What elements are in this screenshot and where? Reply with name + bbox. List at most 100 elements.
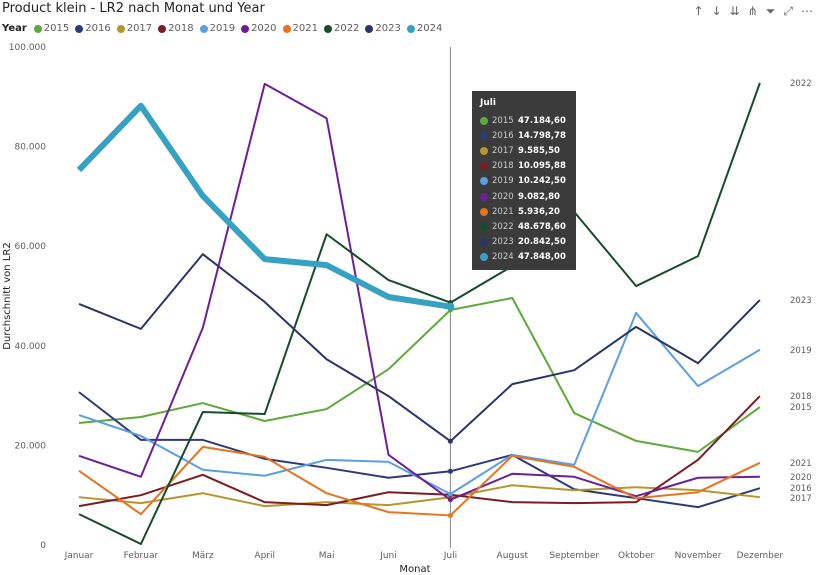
legend-label: 2024 bbox=[416, 23, 443, 34]
data-point-2019[interactable] bbox=[447, 491, 453, 497]
data-point-2016[interactable] bbox=[447, 468, 453, 474]
y-axis-title: Durchschnitt von LR2 bbox=[2, 242, 13, 349]
double-arrow-down-icon[interactable]: ⇊ bbox=[729, 4, 740, 18]
legend-marker bbox=[75, 24, 84, 33]
tooltip-row: 2017 9.585,50 bbox=[480, 143, 568, 158]
legend-label: 2017 bbox=[126, 23, 153, 34]
tooltip-row: 2023 20.842,50 bbox=[480, 235, 568, 250]
x-tick-label: September bbox=[549, 551, 599, 561]
legend-label: 2022 bbox=[333, 23, 360, 34]
series-line-2017[interactable] bbox=[78, 484, 761, 508]
series-line-2024[interactable] bbox=[76, 102, 451, 310]
tooltip-value: 14.798,78 bbox=[518, 130, 566, 141]
legend: Year 2015 2016 2017 2018 2019 2020 2021 2022 2023… bbox=[2, 23, 444, 34]
tooltip-year: 2017 bbox=[492, 145, 514, 156]
tooltip-value: 47.184,60 bbox=[518, 115, 566, 126]
tooltip-row: 2018 10.095,88 bbox=[480, 159, 568, 174]
legend-marker bbox=[406, 24, 415, 33]
end-label: 2018 bbox=[790, 392, 812, 402]
y-tick-label: 40.000 bbox=[15, 342, 47, 352]
data-point-2023[interactable] bbox=[447, 438, 453, 444]
tooltip-value: 10.095,88 bbox=[518, 161, 566, 172]
legend-item-2019[interactable]: 2019 bbox=[199, 23, 236, 34]
legend-item-2015[interactable]: 2015 bbox=[33, 23, 70, 34]
legend-label: 2015 bbox=[43, 23, 70, 34]
tooltip-year: 2024 bbox=[492, 252, 514, 263]
legend-label: 2019 bbox=[209, 23, 236, 34]
tooltip-value: 47.848,00 bbox=[518, 252, 566, 263]
data-point-2020[interactable] bbox=[447, 497, 453, 503]
end-label: 2023 bbox=[790, 296, 812, 306]
y-tick-label: 20.000 bbox=[15, 441, 47, 451]
tooltip-row: 2019 10.242,50 bbox=[480, 174, 568, 189]
y-tick-label: 0 bbox=[40, 541, 46, 551]
tooltip-year: 2023 bbox=[492, 237, 514, 248]
x-tick-label: Dezember bbox=[737, 551, 784, 561]
legend-item-2018[interactable]: 2018 bbox=[158, 23, 194, 34]
series-line-2015[interactable] bbox=[78, 296, 761, 453]
arrow-down-icon[interactable]: ↓ bbox=[711, 4, 722, 18]
tooltip-year: 2021 bbox=[492, 206, 514, 217]
expand-hierarchy-icon[interactable]: ⋔ bbox=[747, 4, 758, 18]
x-tick-label: August bbox=[497, 551, 529, 561]
legend-item-2023[interactable]: 2023 bbox=[365, 23, 401, 34]
tooltip-month: Juli bbox=[480, 98, 496, 108]
tooltip-marker bbox=[480, 192, 488, 201]
x-axis-title: Monat bbox=[399, 564, 430, 575]
chart-title: Product klein - LR2 nach Monat und Year bbox=[2, 1, 265, 16]
series-line-2022[interactable] bbox=[78, 82, 761, 546]
legend-item-2016[interactable]: 2016 bbox=[75, 23, 111, 34]
tooltip-marker bbox=[480, 207, 488, 216]
end-label: 2021 bbox=[790, 459, 812, 469]
x-tick-label: Januar bbox=[64, 551, 94, 561]
legend-item-2017[interactable]: 2017 bbox=[116, 23, 153, 34]
tooltip-marker bbox=[480, 222, 488, 231]
legend-label: 2016 bbox=[85, 23, 111, 34]
tooltip-value: 20.842,50 bbox=[518, 237, 566, 248]
legend-item-2020[interactable]: 2020 bbox=[241, 23, 277, 34]
data-point-2021[interactable] bbox=[447, 512, 453, 518]
tooltip-marker bbox=[480, 131, 488, 140]
legend-item-2022[interactable]: 2022 bbox=[323, 23, 360, 34]
end-label: 2022 bbox=[790, 79, 812, 89]
x-tick-label: April bbox=[254, 551, 275, 561]
legend-label: 2023 bbox=[375, 23, 401, 34]
tooltip-marker bbox=[480, 253, 488, 262]
arrow-up-icon[interactable]: ↑ bbox=[693, 4, 704, 18]
tooltip-row: 2016 14.798,78 bbox=[480, 128, 568, 143]
legend-item-2024[interactable]: 2024 bbox=[406, 23, 443, 34]
tooltip-marker bbox=[480, 238, 488, 247]
tooltip-year: 2018 bbox=[492, 161, 514, 172]
series-line-2021[interactable] bbox=[78, 445, 761, 517]
focus-mode-icon[interactable]: ⤢ bbox=[783, 4, 793, 18]
legend-label: 2021 bbox=[292, 23, 318, 34]
series-line-2018[interactable] bbox=[78, 395, 761, 508]
x-tick-label: März bbox=[192, 551, 214, 561]
data-point-2024[interactable] bbox=[446, 302, 455, 311]
legend-marker bbox=[282, 24, 291, 33]
x-tick-label: Juni bbox=[379, 551, 397, 561]
legend-label: 2020 bbox=[251, 23, 277, 34]
legend-marker bbox=[116, 24, 125, 33]
series-line-2020[interactable] bbox=[78, 82, 760, 501]
tooltip-year: 2015 bbox=[492, 115, 514, 126]
legend-item-2021[interactable]: 2021 bbox=[282, 23, 318, 34]
tooltip-value: 5.936,20 bbox=[518, 206, 560, 217]
series-line-2016[interactable] bbox=[78, 391, 761, 509]
x-tick-label: Juli bbox=[443, 551, 457, 561]
tooltip-value: 10.242,50 bbox=[518, 176, 566, 187]
tooltip-marker bbox=[480, 146, 488, 155]
legend-marker bbox=[241, 24, 250, 33]
tooltip-marker bbox=[480, 177, 488, 186]
legend-marker bbox=[33, 24, 42, 33]
legend-marker bbox=[323, 24, 332, 33]
legend-marker bbox=[158, 24, 167, 33]
more-options-icon[interactable]: ⋯ bbox=[801, 4, 813, 18]
end-label: 2015 bbox=[790, 403, 812, 413]
end-label: 2016 bbox=[790, 484, 812, 494]
legend-marker bbox=[199, 24, 208, 33]
filter-icon[interactable]: ⏷ bbox=[765, 4, 776, 18]
end-label: 2019 bbox=[790, 346, 812, 356]
series-line-2023[interactable] bbox=[78, 253, 761, 443]
